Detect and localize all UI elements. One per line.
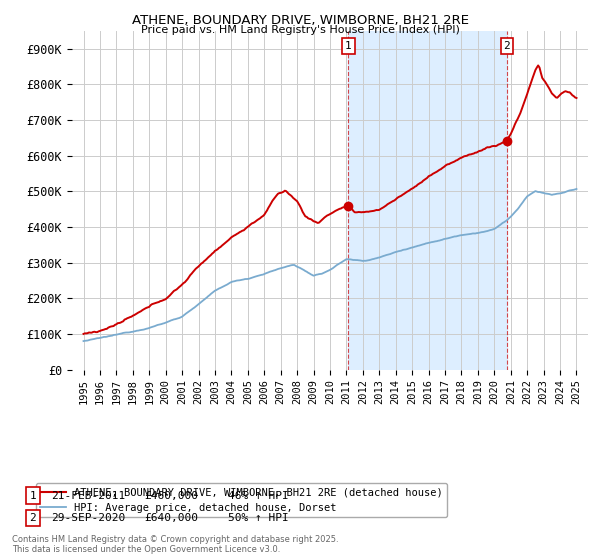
Text: 21-FEB-2011: 21-FEB-2011 [51,491,125,501]
Text: 29-SEP-2020: 29-SEP-2020 [51,513,125,523]
Text: 2: 2 [503,41,510,51]
Text: 50% ↑ HPI: 50% ↑ HPI [228,513,289,523]
Bar [349,31,506,370]
Text: 46% ↑ HPI: 46% ↑ HPI [228,491,289,501]
Text: £460,000: £460,000 [144,491,198,501]
Text: £640,000: £640,000 [144,513,198,523]
Text: 1: 1 [345,41,352,51]
Text: Contains HM Land Registry data © Crown copyright and database right 2025.
This d: Contains HM Land Registry data © Crown c… [12,535,338,554]
Text: ATHENE, BOUNDARY DRIVE, WIMBORNE, BH21 2RE: ATHENE, BOUNDARY DRIVE, WIMBORNE, BH21 2… [131,14,469,27]
Text: 2: 2 [29,513,37,523]
Legend: ATHENE, BOUNDARY DRIVE, WIMBORNE, BH21 2RE (detached house), HPI: Average price,: ATHENE, BOUNDARY DRIVE, WIMBORNE, BH21 2… [36,483,448,517]
Text: Price paid vs. HM Land Registry's House Price Index (HPI): Price paid vs. HM Land Registry's House … [140,25,460,35]
Text: 1: 1 [29,491,37,501]
